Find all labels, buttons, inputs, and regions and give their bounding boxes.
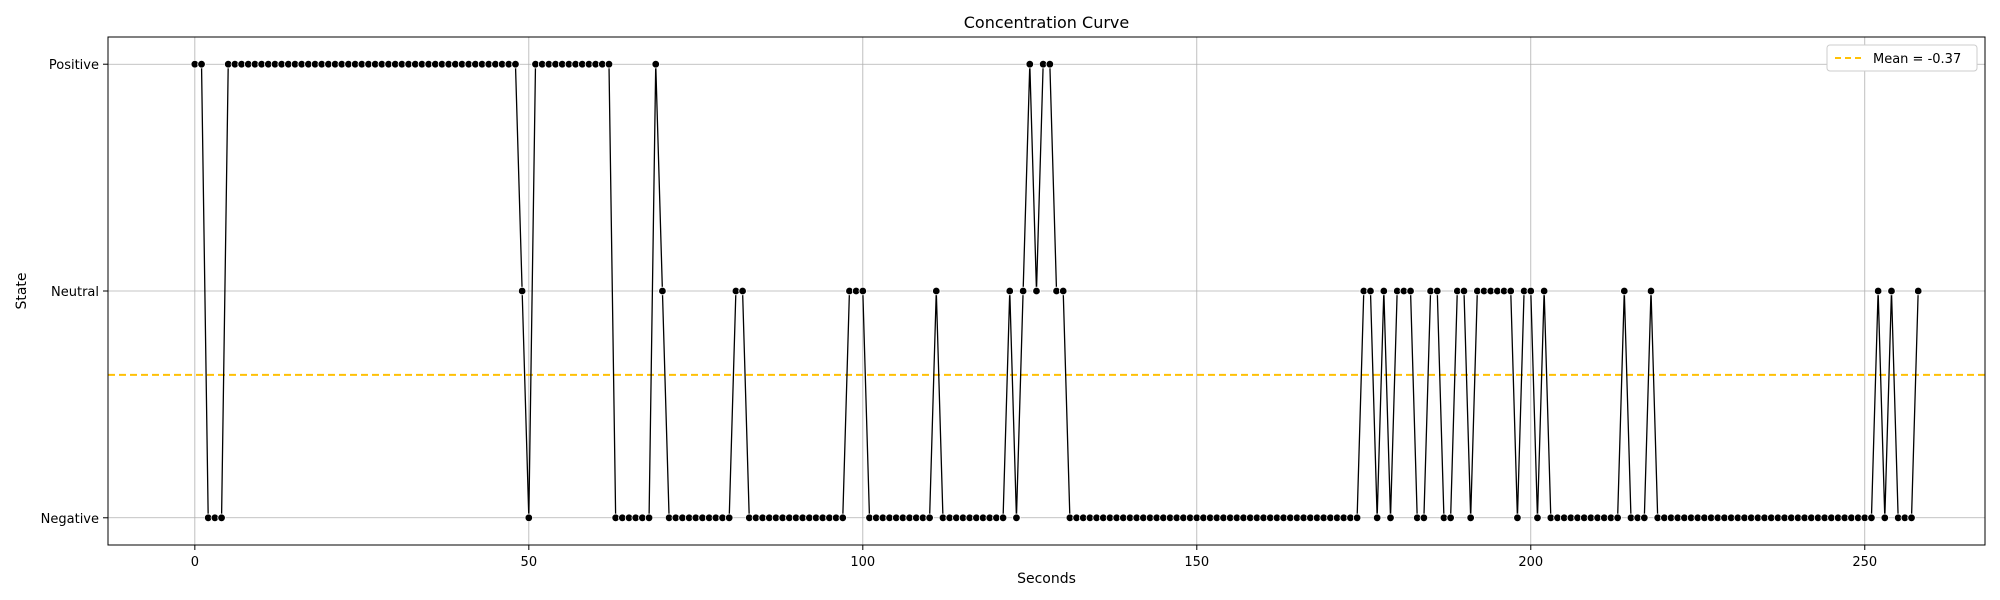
y-tick-label: Positive: [49, 58, 99, 73]
data-point: [1506, 286, 1515, 296]
data-point: [1613, 513, 1622, 522]
x-tick-label: 250: [1852, 555, 1877, 570]
data-point: [604, 60, 614, 69]
data-point: [197, 60, 206, 69]
x-tick-label: 0: [191, 555, 199, 570]
data-point: [858, 286, 868, 296]
data-point: [1379, 286, 1389, 296]
data-point: [1372, 513, 1382, 522]
data-point: [651, 60, 660, 69]
data-point: [1539, 286, 1549, 296]
y-axis-title: State: [14, 272, 30, 309]
data-point: [1433, 286, 1442, 296]
data-point: [1446, 513, 1455, 522]
chart-title: Concentration Curve: [964, 13, 1129, 32]
data-point: [838, 513, 847, 522]
data-point: [998, 513, 1008, 522]
data-point: [1646, 286, 1656, 296]
x-tick-label: 50: [521, 555, 538, 570]
data-point: [1873, 286, 1883, 296]
data-point: [1018, 286, 1028, 296]
data-point: [1058, 286, 1068, 296]
data-point: [1526, 286, 1535, 296]
data-point: [738, 286, 747, 296]
y-tick-label: Negative: [41, 512, 99, 527]
data-point: [1913, 286, 1923, 296]
data-point: [1867, 513, 1876, 522]
series-layer: [190, 60, 1923, 522]
axis-ticks: 0 50 100 150 200 250 Negative Neutral Positive: [41, 58, 1878, 570]
data-point: [1887, 286, 1896, 296]
data-point: [1880, 513, 1889, 522]
data-point: [217, 513, 226, 522]
data-point: [1620, 286, 1629, 296]
data-point: [1459, 286, 1469, 296]
data-point: [1032, 286, 1041, 296]
x-axis-title: Seconds: [1017, 571, 1076, 587]
data-point: [1025, 60, 1034, 69]
y-tick-label: Neutral: [51, 285, 99, 300]
x-tick-label: 100: [850, 555, 875, 570]
data-point: [1012, 513, 1021, 522]
data-point: [511, 60, 520, 69]
data-point: [1513, 513, 1522, 522]
data-point: [1005, 286, 1014, 296]
x-tick-label: 150: [1184, 555, 1209, 570]
data-point: [1045, 60, 1055, 69]
data-point: [524, 513, 534, 522]
legend-mean-label: Mean = -0.37: [1873, 52, 1961, 67]
data-point: [1907, 513, 1916, 522]
data-point: [1533, 513, 1542, 522]
data-point: [1386, 513, 1395, 522]
data-point: [1466, 513, 1475, 522]
data-point: [932, 286, 941, 296]
data-point: [725, 513, 734, 522]
data-point: [1419, 513, 1429, 522]
data-point: [1406, 286, 1415, 296]
data-point: [1640, 513, 1649, 522]
x-tick-label: 200: [1518, 555, 1543, 570]
data-point: [925, 513, 934, 522]
data-point: [1366, 286, 1375, 296]
legend: Mean = -0.37: [1826, 44, 1978, 72]
data-point: [1352, 513, 1362, 522]
data-point: [517, 286, 527, 296]
data-point: [644, 513, 654, 522]
legend-box: [1826, 44, 1978, 72]
data-point: [658, 286, 667, 296]
